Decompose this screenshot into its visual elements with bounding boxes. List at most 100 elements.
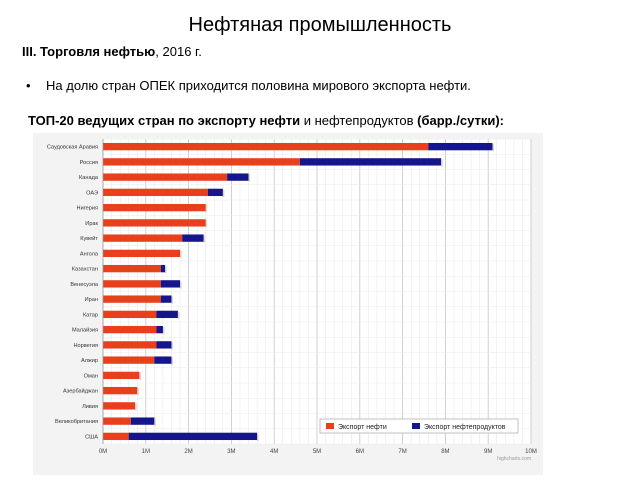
legend-label-oil: Экспорт нефти	[338, 424, 387, 431]
bar-shadow	[171, 357, 173, 365]
y-tick-label: Иран	[85, 297, 98, 303]
y-tick-label: Ирак	[85, 221, 98, 227]
x-tick-label: 5M	[313, 449, 321, 455]
bar-oil-export	[103, 341, 157, 349]
bar-products-export	[130, 417, 155, 425]
bar-oil-export	[103, 188, 208, 197]
bar-oil-export	[103, 325, 157, 334]
bar-products-export	[182, 234, 204, 242]
x-tick-label: 0M	[99, 449, 107, 455]
x-tick-label: 8M	[441, 449, 449, 455]
bar-oil-export	[103, 295, 161, 303]
bar-shadow	[165, 265, 167, 274]
bar-shadow	[257, 433, 259, 442]
y-tick-label: Кувейт	[80, 235, 98, 242]
bar-shadow	[139, 372, 141, 381]
bar-oil-export	[103, 219, 206, 227]
y-tick-label: Саудовская Аравия	[47, 145, 98, 151]
y-tick-label: Великобритания	[55, 419, 98, 425]
export-bar-chart: Саудовская Аравия Россия Канада ОАЭ Нигерия И…	[47, 138, 537, 462]
chart-credit: highcharts.com	[497, 456, 531, 462]
bar-products-export	[160, 280, 181, 288]
bar-oil-export	[103, 280, 161, 288]
chart-heading-units: (барр./сутки):	[417, 113, 504, 128]
bar-oil-export	[103, 264, 161, 273]
bar-oil-export	[103, 371, 140, 380]
bar-oil-export	[103, 173, 228, 181]
bar-shadow	[205, 220, 208, 228]
y-tick-label: Канада	[79, 175, 99, 181]
legend-swatch-oil	[326, 423, 334, 429]
x-tick-label: 1M	[142, 449, 150, 455]
bar-products-export	[207, 188, 223, 197]
section-heading: III. Торговля нефтью, 2016 г.	[22, 44, 202, 59]
bar-shadow	[492, 143, 494, 152]
legend-label-products: Экспорт нефтепродуктов	[424, 424, 506, 431]
chart-heading-bold: ТОП-20 ведущих стран по экспорту нефти	[28, 113, 301, 128]
bar-shadow	[248, 174, 251, 182]
x-tick-label: 9M	[484, 449, 492, 455]
bar-oil-export	[103, 234, 183, 242]
bar-oil-export	[103, 310, 157, 319]
y-tick-label: Оман	[84, 373, 98, 379]
x-tick-label: 3M	[227, 449, 235, 455]
bar-products-export	[128, 432, 258, 441]
bar-products-export	[156, 341, 172, 349]
y-tick-label: Алжир	[81, 358, 98, 364]
bar-products-export	[156, 310, 178, 319]
bullet-text: На долю стран ОПЕК приходится половина м…	[46, 78, 471, 93]
y-tick-label: Азербайджан	[63, 388, 98, 395]
y-tick-label: Норвегия	[74, 343, 98, 349]
bar-products-export	[160, 264, 166, 273]
bar-oil-export	[103, 142, 429, 151]
x-tick-label: 4M	[270, 449, 278, 455]
bullet-dot-icon: •	[26, 78, 31, 93]
bar-shadow	[177, 311, 180, 320]
bar-oil-export	[103, 203, 206, 212]
bullet-item: • На долю стран ОПЕК приходится половина…	[26, 78, 471, 93]
bar-shadow	[135, 403, 137, 411]
section-year: , 2016 г.	[155, 44, 202, 59]
bar-oil-export	[103, 402, 136, 410]
bar-oil-export	[103, 417, 131, 425]
bar-products-export	[154, 356, 172, 364]
bar-oil-export	[103, 356, 155, 364]
bar-shadow	[137, 387, 139, 396]
x-tick-label: 10M	[525, 449, 537, 455]
y-tick-label: Катар	[83, 312, 98, 318]
bar-products-export	[299, 158, 442, 166]
y-tick-label: США	[85, 434, 98, 440]
x-tick-label: 7M	[398, 449, 406, 455]
chart-heading-mid: и нефтепродуктов	[300, 113, 418, 128]
bar-shadow	[441, 159, 443, 167]
bar-shadow	[203, 235, 206, 243]
bar-oil-export	[103, 249, 181, 258]
y-tick-label: Ангола	[80, 251, 99, 257]
y-tick-label: Венесуэла	[70, 282, 99, 288]
bar-oil-export	[103, 432, 129, 441]
bar-shadow	[162, 326, 165, 335]
x-tick-label: 6M	[356, 449, 364, 455]
chart-heading: ТОП-20 ведущих стран по экспорту нефти и…	[28, 113, 504, 128]
bar-products-export	[428, 142, 493, 151]
bar-shadow	[205, 204, 208, 213]
bar-oil-export	[103, 158, 300, 166]
bar-oil-export	[103, 386, 138, 395]
bar-products-export	[156, 325, 163, 334]
page-title: Нефтяная промышленность	[188, 14, 452, 36]
y-tick-label: Ливия	[82, 404, 98, 410]
bar-shadow	[171, 296, 173, 304]
legend-swatch-products	[412, 423, 420, 429]
x-tick-label: 2M	[184, 449, 192, 455]
y-tick-label: Малайзия	[72, 327, 98, 334]
bar-shadow	[171, 342, 173, 350]
chart-container: Саудовская Аравия Россия Канада ОАЭ Нигерия И…	[33, 133, 543, 475]
bar-shadow	[154, 418, 156, 426]
section-number: III. Торговля нефтью	[22, 44, 156, 59]
bar-products-export	[160, 295, 172, 303]
bar-shadow	[222, 189, 225, 198]
bar-products-export	[227, 173, 249, 181]
y-tick-label: ОАЭ	[86, 190, 98, 196]
y-tick-label: Нигерия	[77, 206, 98, 212]
y-tick-label: Казахстан	[72, 267, 98, 273]
